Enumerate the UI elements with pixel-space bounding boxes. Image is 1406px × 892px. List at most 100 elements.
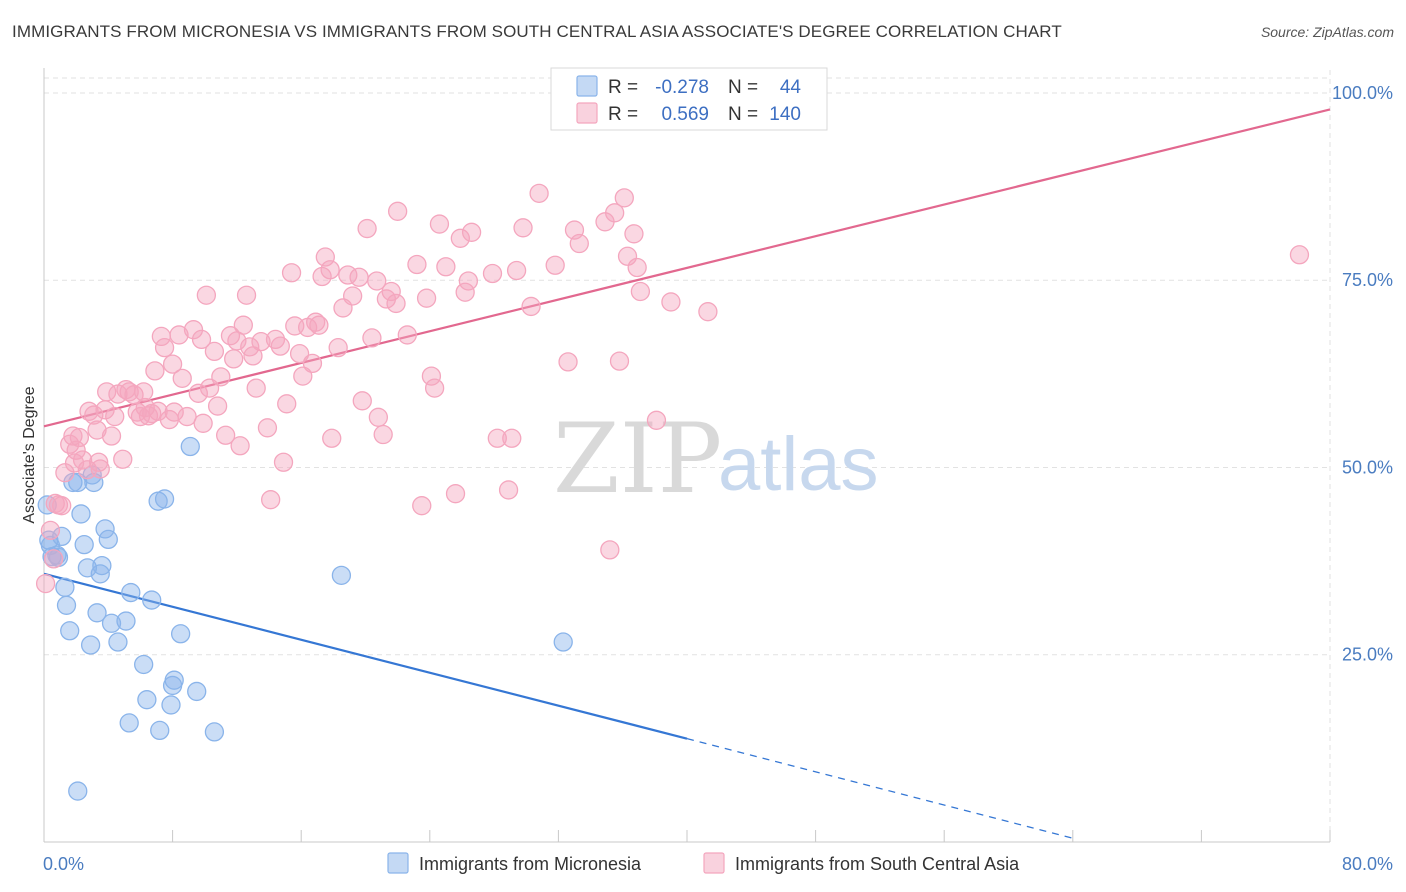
data-point [482, 263, 503, 284]
data-point [69, 427, 90, 448]
data-point [37, 495, 57, 515]
data-point [84, 405, 104, 425]
data-point [142, 590, 162, 610]
data-point [45, 493, 65, 514]
trend-line-1 [43, 108, 1331, 428]
legend-item-micronesia[interactable]: Immigrants from Micronesia [387, 852, 642, 874]
data-point [342, 286, 363, 306]
data-point [204, 722, 225, 742]
data-point [328, 337, 348, 358]
legend-item-south-central-asia[interactable]: Immigrants from South Central Asia [703, 852, 1020, 874]
data-point [368, 407, 389, 427]
data-point [529, 183, 549, 203]
data-point [172, 368, 192, 389]
stats-legend: R = -0.278 N = 44 R = 0.569 N = 140 [550, 67, 828, 131]
data-point [600, 540, 620, 560]
data-point [121, 582, 141, 603]
data-point [40, 520, 61, 541]
data-point [412, 496, 432, 516]
data-point [506, 260, 527, 281]
watermark-atlas: atlas [718, 422, 879, 507]
stats-r-label: R = [608, 77, 638, 98]
data-point [458, 271, 479, 291]
data-point [558, 352, 578, 372]
data-point [116, 611, 136, 631]
data-point [553, 632, 573, 652]
data-point [306, 312, 326, 332]
data-point [55, 577, 75, 597]
stats-r-label: R = [608, 104, 638, 125]
stats-r-value: -0.278 [655, 77, 709, 98]
legend-label-micronesia: Immigrants from Micronesia [419, 854, 642, 874]
data-point [320, 260, 340, 280]
watermark: ZIP atlas [553, 403, 879, 515]
data-point [436, 257, 456, 277]
data-point [224, 349, 244, 369]
data-point [74, 534, 94, 555]
data-point [450, 228, 470, 248]
data-point [145, 361, 165, 381]
series-legend: Immigrants from Micronesia Immigrants fr… [387, 852, 1020, 874]
legend-label-south-central-asia: Immigrants from South Central Asia [735, 854, 1020, 874]
data-point [424, 378, 445, 398]
data-point [63, 472, 83, 493]
data-point [367, 271, 387, 291]
data-point [257, 418, 278, 438]
data-point [119, 713, 139, 733]
data-point [101, 426, 122, 446]
data-point [72, 450, 93, 470]
data-point [277, 394, 297, 414]
data-point [569, 233, 589, 254]
data-point [281, 263, 302, 283]
data-point [108, 632, 128, 652]
watermark-zip: ZIP [553, 403, 722, 515]
data-point [87, 420, 107, 440]
data-point [1289, 245, 1310, 265]
data-point [207, 396, 228, 416]
data-point [137, 690, 157, 710]
data-point [215, 425, 236, 445]
y-axis-title: Associate's Degree [21, 386, 38, 523]
data-point [170, 624, 191, 644]
data-point [386, 293, 406, 314]
data-point [204, 341, 225, 362]
data-point [416, 288, 437, 308]
legend-swatch-micronesia [387, 852, 409, 874]
y-tick-label: 75.0% [1342, 270, 1393, 290]
data-point [113, 449, 133, 469]
data-point [138, 406, 159, 426]
data-point [183, 320, 204, 340]
stats-swatch-south-central-asia [576, 102, 598, 124]
data-point [246, 378, 266, 398]
data-point [236, 285, 257, 305]
y-tick-labels: 25.0% 50.0% 75.0% 100.0% [1332, 83, 1393, 665]
data-point [80, 635, 101, 655]
data-point [161, 695, 181, 715]
series-points-0 [37, 436, 573, 801]
data-point [261, 490, 281, 510]
data-point [397, 325, 417, 345]
data-point [162, 354, 183, 374]
chart-source: Source: ZipAtlas.com [1260, 24, 1394, 40]
data-point [381, 281, 401, 302]
legend-swatch-south-central-asia [703, 852, 725, 874]
stats-n-label: N = [728, 77, 758, 98]
data-point [169, 325, 189, 345]
data-point [35, 573, 56, 594]
data-point [455, 282, 475, 302]
stats-row-south-central-asia: R = 0.569 N = 140 [576, 102, 801, 125]
y-tick-label: 50.0% [1342, 457, 1393, 477]
data-point [698, 302, 718, 322]
data-point [87, 603, 107, 623]
stats-n-label: N = [728, 104, 758, 125]
trend-lines [43, 108, 1331, 839]
data-point [445, 484, 466, 504]
data-point [211, 367, 231, 387]
data-point [349, 267, 369, 287]
data-point [134, 382, 154, 402]
data-point [90, 459, 110, 479]
data-point [177, 406, 197, 427]
trend-line-extension-0 [686, 738, 1073, 839]
data-point [130, 406, 151, 427]
data-point [352, 391, 372, 411]
